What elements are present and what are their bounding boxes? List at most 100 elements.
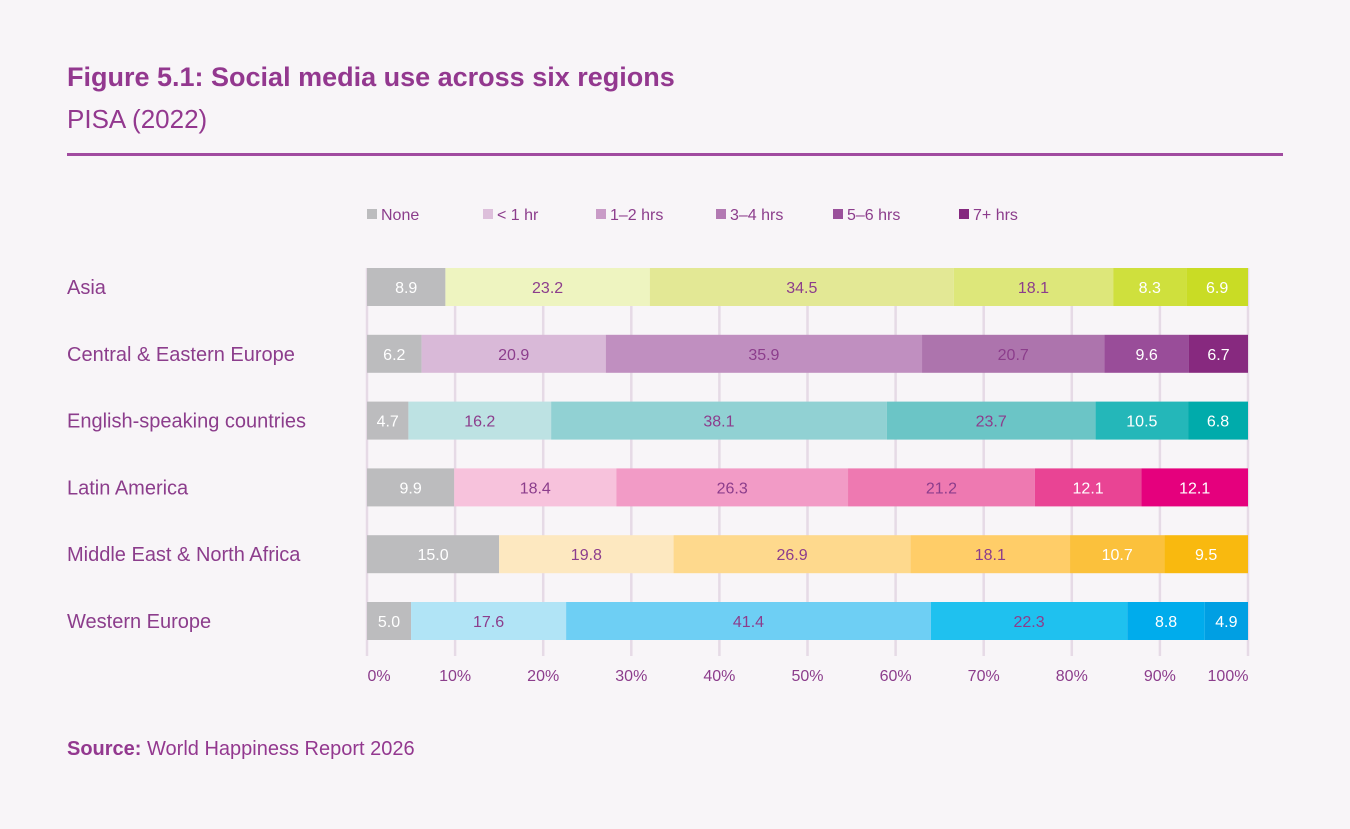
data-label: 12.1 — [1179, 480, 1210, 497]
bar-segment — [367, 602, 412, 640]
data-label: 41.4 — [733, 614, 764, 631]
bar-segment — [673, 535, 911, 574]
source-text: World Happiness Report 2026 — [147, 738, 415, 760]
legend-swatch — [367, 209, 377, 219]
x-tick-label: 60% — [880, 668, 912, 685]
x-tick-label: 50% — [791, 668, 823, 685]
bar-segment — [930, 602, 1128, 640]
title-divider — [67, 153, 1283, 156]
legend-label: < 1 hr — [497, 207, 539, 224]
data-label: 4.9 — [1215, 614, 1237, 631]
bar-segment — [454, 468, 617, 507]
data-label: 6.7 — [1207, 347, 1229, 364]
data-label: 5.0 — [378, 614, 400, 631]
data-label: 8.9 — [395, 280, 417, 297]
data-label: 15.0 — [418, 547, 449, 564]
bar-segment — [421, 334, 606, 373]
x-tick-label: 90% — [1144, 668, 1176, 685]
data-label: 26.9 — [777, 547, 808, 564]
category-label: Latin America — [67, 477, 189, 499]
data-label: 20.9 — [498, 347, 529, 364]
source-note: Source: World Happiness Report 2026 — [67, 738, 415, 761]
data-label: 9.6 — [1136, 347, 1158, 364]
bar-segment — [616, 468, 849, 507]
bar-segment — [499, 535, 674, 574]
x-tick-label: 80% — [1056, 668, 1088, 685]
bar-segment — [367, 535, 500, 574]
chart-subtitle: PISA (2022) — [67, 104, 208, 134]
bar-segment — [886, 401, 1096, 440]
data-label: 10.5 — [1126, 414, 1157, 431]
legend-swatch — [716, 209, 726, 219]
data-label: 38.1 — [703, 414, 734, 431]
data-label: 34.5 — [786, 280, 817, 297]
data-label: 17.6 — [473, 614, 504, 631]
data-label: 18.1 — [1018, 280, 1049, 297]
data-label: 26.3 — [717, 480, 748, 497]
data-label: 6.8 — [1207, 414, 1229, 431]
data-label: 9.9 — [399, 480, 421, 497]
bar-segment — [551, 401, 887, 440]
bar-segment — [367, 401, 409, 440]
legend-swatch — [833, 209, 843, 219]
legend-label: None — [381, 207, 419, 224]
bar-segment — [1095, 401, 1189, 440]
bar-segment — [367, 468, 455, 507]
data-label: 10.7 — [1102, 547, 1133, 564]
legend-label: 1–2 hrs — [610, 207, 663, 224]
category-label: Middle East & North Africa — [67, 544, 301, 566]
bar-segment — [1127, 602, 1205, 640]
data-label: 4.7 — [377, 414, 399, 431]
data-label: 20.7 — [998, 347, 1029, 364]
data-label: 23.7 — [976, 414, 1007, 431]
bar-segment — [649, 268, 954, 306]
chart-title: Figure 5.1: Social media use across six … — [67, 62, 675, 92]
bar-segment — [922, 334, 1105, 373]
bar-segment — [1204, 602, 1248, 640]
bar-segment — [411, 602, 567, 640]
x-tick-label: 20% — [527, 668, 559, 685]
category-label: Asia — [67, 277, 107, 299]
data-label: 16.2 — [464, 414, 495, 431]
legend-swatch — [596, 209, 606, 219]
data-label: 19.8 — [571, 547, 602, 564]
bar-segment — [445, 268, 650, 306]
bar-segment — [1070, 535, 1165, 574]
data-label: 6.9 — [1206, 280, 1228, 297]
x-tick-label: 40% — [703, 668, 735, 685]
data-label: 35.9 — [748, 347, 779, 364]
data-label: 18.1 — [975, 547, 1006, 564]
data-label: 22.3 — [1014, 614, 1045, 631]
bar-segment — [367, 334, 422, 373]
data-label: 18.4 — [520, 480, 551, 497]
category-label: Central & Eastern Europe — [67, 344, 295, 366]
bar-segment — [953, 268, 1114, 306]
legend-label: 7+ hrs — [973, 207, 1018, 224]
data-label: 8.3 — [1139, 280, 1161, 297]
bar-segment — [1141, 468, 1248, 507]
x-tick-label: 10% — [439, 668, 471, 685]
data-label: 21.2 — [926, 480, 957, 497]
bar-segment — [1186, 268, 1248, 306]
bar-segment — [1188, 401, 1248, 440]
data-label: 8.8 — [1155, 614, 1177, 631]
x-tick-label: 70% — [968, 668, 1000, 685]
category-label: Western Europe — [67, 611, 211, 633]
source-label: Source: — [67, 738, 142, 760]
bar-segment — [1113, 268, 1187, 306]
legend-label: 5–6 hrs — [847, 207, 900, 224]
bar-segment — [910, 535, 1071, 574]
legend-swatch — [959, 209, 969, 219]
category-label: English-speaking countries — [67, 411, 306, 433]
bar-segment — [848, 468, 1035, 507]
data-label: 23.2 — [532, 280, 563, 297]
bar-segment — [1164, 535, 1248, 574]
x-tick-label: 30% — [615, 668, 647, 685]
bar-segment — [367, 268, 446, 306]
bar-segment — [605, 334, 923, 373]
legend-label: 3–4 hrs — [730, 207, 783, 224]
x-tick-label: 100% — [1208, 668, 1249, 685]
bar-segment — [1034, 468, 1142, 507]
bar-segment — [566, 602, 931, 640]
